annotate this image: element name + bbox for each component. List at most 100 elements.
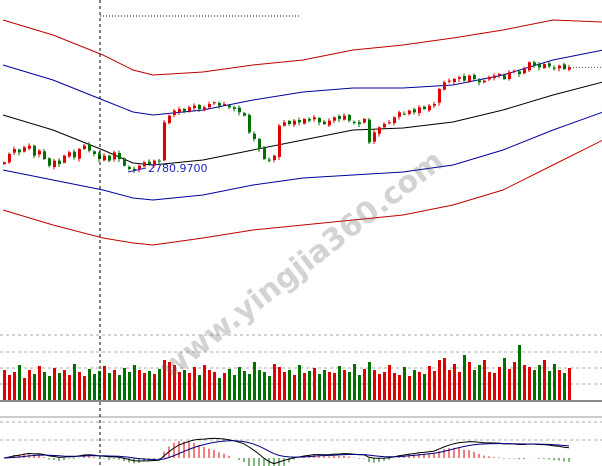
- candle-body: [403, 113, 406, 115]
- candle-body: [493, 75, 496, 78]
- volume-bar: [23, 378, 26, 400]
- band-outer-lower: [2, 139, 602, 246]
- volume-bar: [503, 358, 506, 400]
- volume-bar: [273, 364, 276, 400]
- candle-body: [368, 119, 371, 143]
- volume-bar: [358, 375, 361, 400]
- candle-body: [208, 103, 211, 108]
- volume-bar: [523, 365, 526, 400]
- candle-body: [328, 120, 331, 126]
- candle-body: [48, 158, 51, 166]
- volume-bar: [413, 370, 416, 400]
- volume-bar: [348, 372, 351, 400]
- volume-bar: [313, 368, 316, 400]
- volume-bar: [553, 364, 556, 400]
- volume-bar: [28, 370, 31, 400]
- candle-body: [38, 150, 41, 155]
- volume-bar: [468, 362, 471, 400]
- volume-bar: [403, 367, 406, 400]
- volume-bar: [118, 375, 121, 400]
- volume-bar: [443, 358, 446, 400]
- volume-bar: [433, 371, 436, 400]
- volume-bar: [528, 367, 531, 400]
- volume-bar: [188, 373, 191, 400]
- candle-body: [88, 144, 91, 151]
- candle-body: [103, 155, 106, 161]
- volume-bar: [48, 376, 51, 400]
- candle-body: [333, 117, 336, 121]
- volume-bar: [38, 366, 41, 400]
- volume-bar: [568, 368, 571, 400]
- candle-body: [268, 159, 271, 161]
- candle-body: [453, 78, 456, 82]
- volume-bar: [388, 365, 391, 400]
- macd-dif-line: [3, 437, 570, 465]
- candle-body: [508, 72, 511, 79]
- volume-bar: [123, 368, 126, 400]
- candle-body: [238, 107, 241, 113]
- candle-body: [298, 119, 301, 123]
- volume-bar: [303, 373, 306, 400]
- volume-bar: [218, 378, 221, 400]
- volume-bar: [223, 373, 226, 400]
- candle-body: [563, 64, 566, 69]
- candle-body: [548, 63, 551, 67]
- band-inner-lower: [2, 111, 602, 201]
- volume-bar: [93, 374, 96, 400]
- volume-bar: [288, 370, 291, 400]
- volume-bar: [158, 369, 161, 400]
- volume-bar: [43, 372, 46, 400]
- macd-panel: [3, 437, 570, 466]
- candle-body: [223, 103, 226, 105]
- candle-body: [288, 120, 291, 124]
- candle-body: [243, 112, 246, 116]
- volume-bar: [208, 370, 211, 400]
- volume-bar: [378, 374, 381, 400]
- candle-body: [553, 67, 556, 69]
- candle-body: [168, 115, 171, 123]
- candle-body: [133, 168, 136, 171]
- volume-bar: [398, 375, 401, 400]
- volume-bar: [8, 375, 11, 400]
- volume-bar: [408, 376, 411, 400]
- volume-bar: [33, 374, 36, 400]
- price-bands: [2, 19, 602, 246]
- candle-body: [473, 74, 476, 79]
- volume-bar: [538, 365, 541, 400]
- candle-body: [373, 132, 376, 142]
- candle-body: [33, 145, 36, 156]
- volume-bar: [363, 369, 366, 400]
- volume-bar: [268, 376, 271, 400]
- low-price-label: 2780.9700: [148, 162, 208, 175]
- volume-bar: [428, 366, 431, 400]
- candle-body: [153, 160, 156, 166]
- volume-bar: [248, 374, 251, 400]
- volume-bar: [258, 370, 261, 400]
- volume-bar: [323, 370, 326, 400]
- candle-body: [278, 125, 281, 157]
- volume-bar: [228, 369, 231, 400]
- candle-body: [568, 67, 571, 70]
- volume-bar: [473, 370, 476, 400]
- candle-body: [78, 148, 81, 159]
- volume-bar: [78, 372, 81, 400]
- volume-bar: [518, 345, 521, 400]
- candle-body: [198, 104, 201, 109]
- candle-body: [218, 102, 221, 106]
- candle-body: [13, 148, 16, 153]
- volume-bar: [343, 370, 346, 400]
- volume-bar: [88, 369, 91, 400]
- candle-body: [533, 62, 536, 66]
- volume-bar: [548, 371, 551, 400]
- volume-bar: [318, 374, 321, 400]
- candle-body: [178, 108, 181, 112]
- volume-bar: [103, 366, 106, 400]
- candle-body: [538, 64, 541, 68]
- candle-body: [173, 110, 176, 115]
- candle-body: [303, 118, 306, 124]
- volume-bar: [68, 375, 71, 400]
- candle-body: [138, 165, 141, 170]
- volume-bar: [293, 375, 296, 400]
- candle-body: [528, 62, 531, 71]
